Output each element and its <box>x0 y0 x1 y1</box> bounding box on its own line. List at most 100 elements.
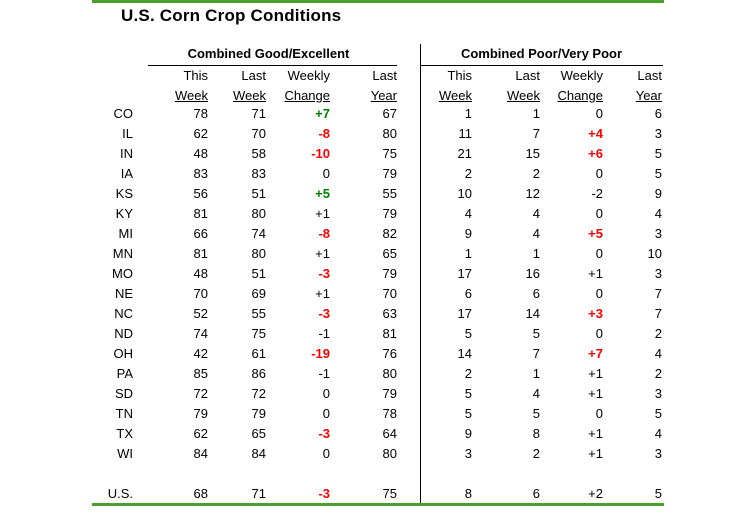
state-label: ND <box>114 326 133 341</box>
table-row: KY 81 80 +1 79 4 4 0 4 <box>92 204 662 224</box>
ge-last-week-value: 71 <box>251 106 266 121</box>
ge-weekly-change-value: 0 <box>322 386 330 401</box>
column-header-row-1: This Last Weekly Last This Last Weekly L… <box>92 66 662 86</box>
state-label: PA <box>116 366 133 381</box>
pv-weekly-change-value: +7 <box>588 346 603 361</box>
ge-this-week-header-1: This <box>183 68 208 83</box>
column-spacer <box>397 324 420 344</box>
pv-last-year-value: 9 <box>654 186 662 201</box>
state-label: IA <box>120 166 133 181</box>
ge-last-week-value: 69 <box>251 286 266 301</box>
page-title: U.S. Corn Crop Conditions <box>121 6 342 25</box>
ge-weekly-change-value: -10 <box>311 146 330 161</box>
ge-last-year-value: 63 <box>382 306 397 321</box>
ge-last-year-value: 80 <box>382 446 397 461</box>
pv-this-week-value: 9 <box>464 426 472 441</box>
state-header-blank <box>92 66 140 86</box>
ge-last-year-value: 55 <box>382 186 397 201</box>
table-row: MI 66 74 -8 82 9 4 +5 3 <box>92 224 662 244</box>
column-spacer <box>397 264 420 284</box>
section-title-poor-very-poor: Combined Poor/Very Poor <box>460 46 623 61</box>
pv-last-year-value: 3 <box>654 386 662 401</box>
ge-last-year-value: 67 <box>382 106 397 121</box>
ge-last-week-header-2: Week <box>233 88 266 103</box>
pv-last-week-value: 2 <box>532 166 540 181</box>
pv-weekly-change-value: 0 <box>595 246 603 261</box>
ge-weekly-change-value: -3 <box>318 426 330 441</box>
state-label: KY <box>115 206 133 221</box>
table-row: IN 48 58 -10 75 21 15 +6 5 <box>92 144 662 164</box>
ge-this-week-value: 68 <box>193 486 208 501</box>
pv-last-week-value: 2 <box>532 446 540 461</box>
ge-weekly-change-value: +7 <box>315 106 330 121</box>
column-spacer <box>397 184 420 204</box>
pv-weekly-change-value: +1 <box>588 266 603 281</box>
ge-weekly-change-value: +1 <box>315 286 330 301</box>
ge-weekly-change-value: +5 <box>315 186 330 201</box>
ge-last-week-value: 84 <box>251 446 266 461</box>
ge-this-week-value: 56 <box>193 186 208 201</box>
pv-last-week-value: 14 <box>525 306 540 321</box>
pv-this-week-value: 8 <box>464 486 472 501</box>
ge-weekly-change-value: -1 <box>318 366 330 381</box>
column-spacer <box>397 344 420 364</box>
ge-last-week-value: 65 <box>251 426 266 441</box>
ge-weekly-change-value: +1 <box>315 206 330 221</box>
pv-this-week-value: 21 <box>457 146 472 161</box>
pv-weekly-change-value: 0 <box>595 106 603 121</box>
ge-this-week-value: 81 <box>193 246 208 261</box>
pv-last-week-value: 16 <box>525 266 540 281</box>
pv-weekly-change-value: +1 <box>588 426 603 441</box>
ge-this-week-value: 42 <box>193 346 208 361</box>
section-divider <box>420 44 421 506</box>
state-label: IL <box>122 126 133 141</box>
pv-this-week-header-2: Week <box>439 88 472 103</box>
state-label: CO <box>113 106 134 121</box>
pv-last-year-header-2: Year <box>635 88 662 103</box>
column-header-row-2: Week Week Change Year Week Week Change Y… <box>92 86 662 106</box>
pv-this-week-value: 5 <box>464 386 472 401</box>
table-row: PA 85 86 -1 80 2 1 +1 2 <box>92 364 662 384</box>
bottom-green-rule <box>92 503 664 506</box>
pv-weekly-change-value: +6 <box>588 146 603 161</box>
ge-last-week-value: 74 <box>251 226 266 241</box>
ge-last-week-value: 51 <box>251 186 266 201</box>
ge-last-week-value: 80 <box>251 206 266 221</box>
column-spacer <box>397 384 420 404</box>
pv-last-week-value: 8 <box>532 426 540 441</box>
pv-this-week-value: 5 <box>464 326 472 341</box>
pv-this-week-value: 4 <box>464 206 472 221</box>
state-label: U.S. <box>107 486 133 501</box>
pv-this-week-value: 3 <box>464 446 472 461</box>
ge-weekly-change-value: 0 <box>322 446 330 461</box>
pv-last-year-value: 5 <box>654 166 662 181</box>
state-label: IN <box>120 146 133 161</box>
state-label: MI <box>118 226 133 241</box>
pv-weekly-change-header-1: Weekly <box>560 68 603 83</box>
pv-last-year-value: 3 <box>654 266 662 281</box>
pv-last-week-value: 7 <box>532 346 540 361</box>
section-rule-poor-very-poor <box>420 65 663 66</box>
pv-last-year-value: 5 <box>654 486 662 501</box>
ge-last-year-value: 79 <box>382 206 397 221</box>
table-row: IA 83 83 0 79 2 2 0 5 <box>92 164 662 184</box>
column-spacer <box>397 444 420 464</box>
table-row: WI 84 84 0 80 3 2 +1 3 <box>92 444 662 464</box>
column-spacer <box>397 424 420 444</box>
ge-last-year-value: 75 <box>382 486 397 501</box>
pv-weekly-change-value: 0 <box>595 166 603 181</box>
table-row: SD 72 72 0 79 5 4 +1 3 <box>92 384 662 404</box>
pv-last-year-value: 3 <box>654 126 662 141</box>
pv-last-week-value: 4 <box>532 386 540 401</box>
pv-this-week-value: 1 <box>464 246 472 261</box>
ge-this-week-value: 62 <box>193 126 208 141</box>
pv-this-week-value: 17 <box>457 266 472 281</box>
pv-last-week-value: 7 <box>532 126 540 141</box>
pv-weekly-change-value: +3 <box>588 306 603 321</box>
ge-last-year-header-1: Last <box>372 68 397 83</box>
column-spacer <box>397 224 420 244</box>
ge-weekly-change-value: -3 <box>318 266 330 281</box>
ge-weekly-change-value: 0 <box>322 166 330 181</box>
ge-this-week-value: 48 <box>193 146 208 161</box>
pv-weekly-change-value: +5 <box>588 226 603 241</box>
